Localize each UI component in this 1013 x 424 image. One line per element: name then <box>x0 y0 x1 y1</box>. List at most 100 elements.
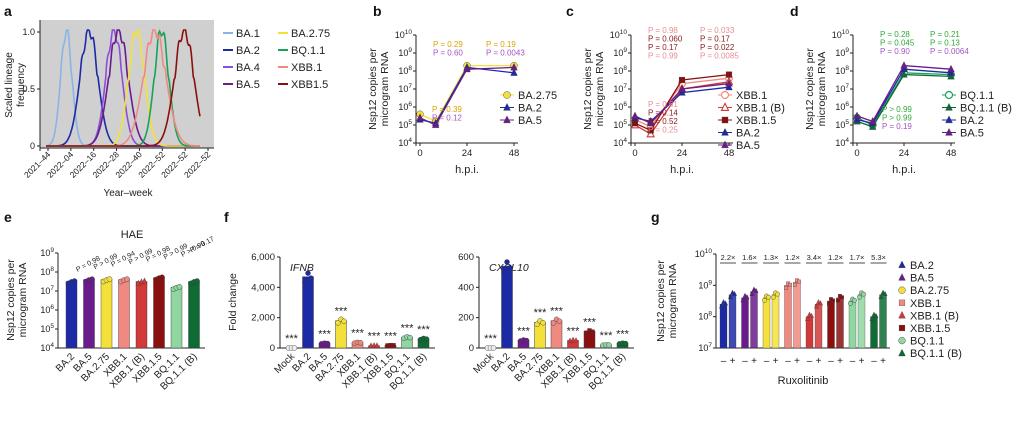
y-axis-label: microgram RNA <box>816 52 828 127</box>
fold-label: 1.2× <box>785 253 800 262</box>
p-value: P = 0.0043 <box>486 49 525 58</box>
bar <box>719 303 728 349</box>
data-point <box>788 282 792 287</box>
y-tick-label: 2,000 <box>251 313 275 324</box>
data-point <box>606 342 612 348</box>
p-value: P = 0.39 <box>432 105 462 114</box>
y-tick-label: 105 <box>40 323 54 334</box>
legend-label: BQ.1.1 (B) <box>960 103 1012 115</box>
bar <box>728 294 737 349</box>
data-point <box>556 318 563 324</box>
significance-stars: *** <box>534 307 548 319</box>
y-axis-label: frequency <box>16 63 27 107</box>
significance-stars: *** <box>600 330 614 342</box>
x-tick-label: + <box>880 356 886 367</box>
data-point <box>510 68 518 76</box>
bar <box>857 294 866 349</box>
bar <box>793 282 801 349</box>
data-point <box>744 294 750 299</box>
data-point <box>809 312 814 318</box>
legend-label: BA.2 <box>236 45 260 57</box>
data-point <box>534 321 540 327</box>
significance-stars: *** <box>335 306 349 318</box>
data-point <box>678 84 686 92</box>
p-value: P = 0.90 <box>880 47 910 56</box>
panel-letter-d: d <box>790 3 799 19</box>
y-axis-label: Nsp12 copies per <box>804 48 816 130</box>
data-point <box>407 334 413 341</box>
bar <box>135 281 148 349</box>
legend-marker <box>945 115 953 124</box>
bar <box>805 316 814 349</box>
bar <box>879 294 887 349</box>
data-point <box>305 270 311 276</box>
bar <box>302 276 314 349</box>
data-point <box>723 300 728 306</box>
x-axis-label: h.p.i. <box>455 164 479 176</box>
legend-marker <box>945 128 953 136</box>
legend-label: XBB.1 (B) <box>736 103 785 115</box>
bar <box>870 316 878 349</box>
legend-marker <box>945 103 953 111</box>
x-axis-label: Year–week <box>103 188 153 199</box>
data-point <box>848 301 853 306</box>
data-point <box>647 118 655 127</box>
y-tick-label: 109 <box>835 47 849 58</box>
data-point <box>771 294 776 300</box>
y-axis-label: Nsp12 copies per <box>5 259 17 341</box>
legend-marker <box>898 273 906 281</box>
data-point <box>793 282 797 287</box>
x-tick-label: 0 <box>632 148 637 159</box>
data-point <box>374 342 380 348</box>
legend-marker <box>720 102 730 111</box>
data-point <box>678 76 686 84</box>
data-point <box>766 294 771 300</box>
data-point <box>784 285 788 290</box>
data-point <box>510 63 518 71</box>
y-tick-label: 104 <box>835 137 849 148</box>
legend-label: XBB.1 <box>291 62 322 74</box>
x-tick-label: + <box>816 356 822 367</box>
y-tick-label: 108 <box>613 65 627 76</box>
legend-marker <box>503 115 511 124</box>
panel-letter-b: b <box>373 3 382 19</box>
series-line <box>634 81 730 135</box>
p-value: P = 0.12 <box>432 114 462 123</box>
data-point <box>432 120 440 128</box>
data-point <box>335 320 341 326</box>
legend-label: BA.5 <box>960 128 984 140</box>
x-tick-label: – <box>828 356 834 367</box>
data-point <box>141 277 148 284</box>
series-line <box>856 68 952 124</box>
x-tick-label: 24 <box>462 148 473 159</box>
bar <box>814 303 823 349</box>
p-value: P = 0.033 <box>700 26 735 35</box>
legend-marker <box>898 260 906 268</box>
data-point <box>391 343 396 348</box>
x-tick-label: – <box>721 356 727 367</box>
y-tick-label: 4,000 <box>251 282 275 293</box>
fold-label: 1.7× <box>850 253 865 262</box>
x-tick-label: + <box>794 356 800 367</box>
x-tick-label: – <box>871 356 877 367</box>
y-tick-label: 1010 <box>610 29 628 40</box>
p-value: P = 0.29 <box>433 40 463 49</box>
p-value: P = 0.0064 <box>930 47 969 56</box>
data-point <box>869 122 877 130</box>
x-axis-label: h.p.i. <box>892 164 916 176</box>
y-tick-label: 107 <box>835 83 849 94</box>
data-point <box>416 113 424 121</box>
y-tick-label: 106 <box>613 101 627 112</box>
data-point <box>159 274 165 281</box>
x-tick-label: – <box>764 356 770 367</box>
p-value: P = 0.61 <box>648 100 678 109</box>
x-tick-label: 24 <box>899 148 910 159</box>
legend-label: XBB.1.5 <box>910 323 950 335</box>
series-line <box>856 73 952 128</box>
data-point <box>725 79 733 87</box>
bar <box>848 300 857 349</box>
data-point <box>775 291 780 297</box>
data-point <box>501 269 507 276</box>
data-point <box>878 294 884 299</box>
bar <box>762 297 771 349</box>
